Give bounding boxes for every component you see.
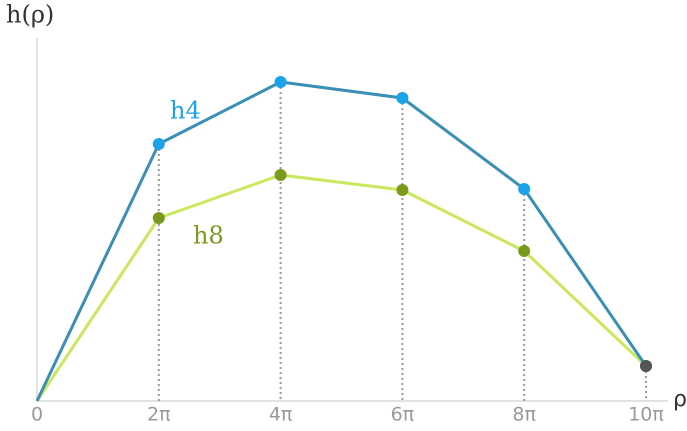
point: [396, 92, 409, 104]
point: [518, 183, 531, 195]
x-tick-label: 6π: [391, 404, 415, 426]
point: [518, 245, 531, 257]
series-line: [35, 80, 648, 402]
point: [274, 76, 287, 88]
x-tick-label: 10π: [628, 404, 664, 426]
point: [396, 184, 409, 196]
x-tick-label: 0: [31, 404, 43, 426]
x-axis-label: ρ: [673, 387, 687, 412]
x-tick-label: 4π: [269, 404, 293, 426]
point: [152, 138, 165, 150]
series-label: h4: [170, 97, 201, 125]
point: [640, 360, 652, 372]
y-axis-label: h(ρ): [6, 1, 54, 29]
series-line: [35, 173, 648, 402]
x-tick-label: 8π: [512, 404, 536, 426]
x-tick-label: 2π: [147, 404, 171, 426]
point: [152, 212, 165, 224]
series-label: h8: [193, 222, 224, 250]
point: [274, 169, 287, 181]
